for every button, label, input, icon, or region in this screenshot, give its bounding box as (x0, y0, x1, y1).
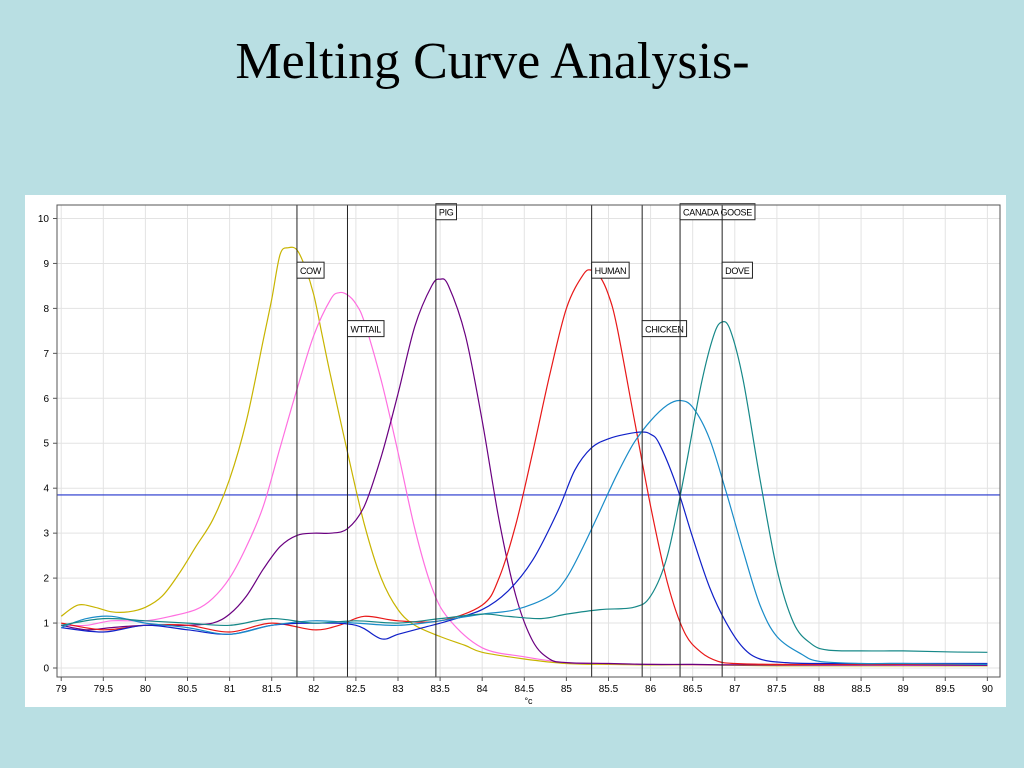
x-axis-label: °c (524, 696, 533, 706)
plot-frame (56, 204, 1001, 678)
x-tick-label: 90 (982, 684, 994, 695)
x-tick-label: 85 (561, 684, 573, 695)
series-curve (61, 278, 988, 666)
series-curve (61, 320, 988, 653)
x-tick-label: 89.5 (936, 684, 956, 695)
x-tick-label: 79 (56, 684, 68, 695)
x-tick-label: 86.5 (683, 684, 703, 695)
marker-label-box (346, 320, 385, 338)
marker-label: PIG (439, 208, 454, 218)
series-curve (61, 431, 988, 665)
y-tick-label: 4 (43, 484, 49, 495)
tick-layer: 79 79.5 80 80.5 81 81.5 82 82.5 83 83.5 84 84.5 85 85… (38, 214, 993, 695)
marker-layer: COW WTTAIL PIG HUMAN CHICKEN CANADA GOOSE DOVE (296, 203, 756, 677)
y-tick-label: 5 (43, 439, 49, 450)
grid-layer (57, 205, 1000, 677)
marker-label: COW (300, 266, 322, 276)
x-tick-label: 87.5 (767, 684, 787, 695)
series-curve (61, 269, 988, 666)
x-tick-label: 87 (729, 684, 741, 695)
x-tick-label: 80 (140, 684, 152, 695)
melting-curve-chart: COW WTTAIL PIG HUMAN CHICKEN CANADA GOOSE DOVE… (38, 203, 1001, 706)
x-tick-label: 88 (813, 684, 825, 695)
x-tick-label: 83 (392, 684, 404, 695)
y-tick-label: 8 (43, 304, 49, 315)
x-tick-label: 82 (308, 684, 320, 695)
y-tick-label: 7 (43, 349, 49, 360)
marker-label: DOVE (725, 266, 750, 276)
x-tick-label: 81 (224, 684, 236, 695)
x-tick-label: 84 (477, 684, 489, 695)
marker-label-box (591, 261, 630, 279)
marker-label: HUMAN (595, 266, 627, 276)
x-tick-label: 84.5 (515, 684, 535, 695)
x-tick-label: 86 (645, 684, 657, 695)
y-tick-label: 6 (43, 394, 49, 405)
x-tick-label: 79.5 (94, 684, 114, 695)
marker-label-box (435, 203, 457, 221)
y-tick-label: 9 (43, 259, 49, 270)
marker-label: WTTAIL (350, 325, 381, 335)
x-tick-label: 85.5 (599, 684, 619, 695)
marker-label-box (721, 261, 753, 279)
chart-panel: COW WTTAIL PIG HUMAN CHICKEN CANADA GOOSE DOVE… (25, 195, 1006, 707)
y-tick-label: 1 (43, 619, 49, 630)
y-tick-label: 0 (43, 664, 49, 675)
y-tick-label: 10 (38, 214, 50, 225)
slide-title: Melting Curve Analysis- (235, 33, 750, 90)
marker-label-box (296, 261, 325, 279)
x-tick-label: 89 (898, 684, 910, 695)
y-tick-label: 2 (43, 574, 49, 585)
series-layer (60, 246, 988, 667)
y-tick-label: 3 (43, 529, 49, 540)
x-tick-label: 88.5 (851, 684, 871, 695)
x-tick-label: 82.5 (346, 684, 366, 695)
x-tick-label: 81.5 (262, 684, 282, 695)
x-tick-label: 83.5 (430, 684, 450, 695)
series-curve (60, 399, 988, 665)
marker-label-box (679, 203, 756, 221)
x-tick-label: 80.5 (178, 684, 198, 695)
marker-label-box (641, 320, 688, 338)
marker-label: CHICKEN (645, 325, 683, 335)
marker-label: CANADA GOOSE (683, 208, 752, 218)
